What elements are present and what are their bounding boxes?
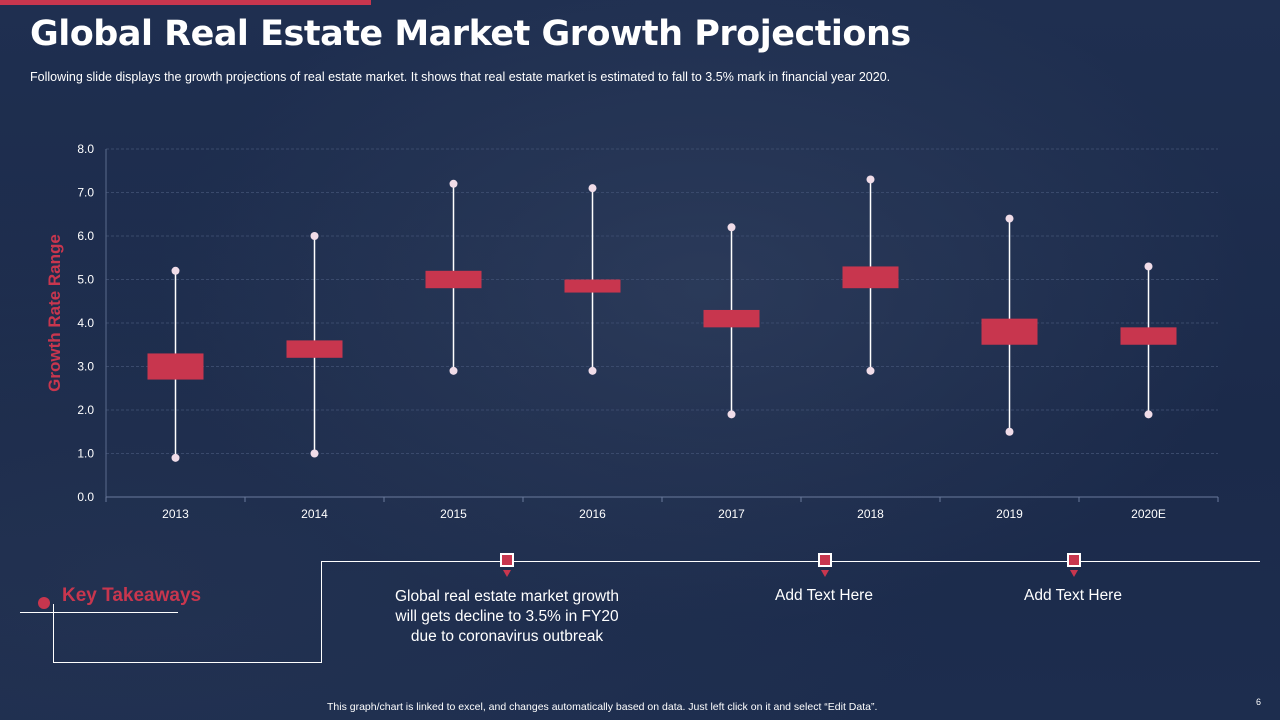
takeaway-line: will gets decline to 3.5% in FY20	[395, 608, 619, 625]
range-box	[703, 309, 760, 328]
y-tick-label: 7.0	[77, 186, 94, 200]
low-point	[866, 366, 875, 375]
y-tick-label: 6.0	[77, 229, 94, 243]
takeaway-bullet-icon	[38, 597, 50, 609]
takeaway-line: Add Text Here	[1024, 587, 1122, 604]
low-point	[449, 366, 458, 375]
x-tick-label: 2014	[301, 507, 328, 521]
low-point	[1144, 410, 1153, 419]
slide-title: Global Real Estate Market Growth Project…	[30, 14, 911, 54]
x-tick-label: 2013	[162, 507, 189, 521]
takeaway-text-2[interactable]: Add Text Here	[694, 586, 954, 606]
high-point	[1005, 214, 1014, 223]
x-tick-label: 2018	[857, 507, 884, 521]
x-tick-label: 2015	[440, 507, 467, 521]
y-axis-label: Growth Rate Range	[45, 234, 64, 392]
x-tick-label: 2016	[579, 507, 606, 521]
takeaway-line: Global real estate market growth	[395, 588, 619, 605]
marker-pointer-icon	[503, 570, 511, 577]
growth-range-chart[interactable]: 0.0 1.0 2.0 3.0 4.0 5.0 6.0 7.0 8.0 2013 2014 2015…	[0, 0, 1280, 540]
low-point	[727, 410, 736, 419]
takeaway-text-3[interactable]: Add Text Here	[943, 586, 1203, 606]
range-box	[842, 266, 899, 289]
takeaway-connector-bottom	[53, 662, 322, 663]
top-accent-bar	[0, 0, 371, 5]
y-tick-label: 4.0	[77, 316, 94, 330]
y-tick-label: 0.0	[77, 490, 94, 504]
y-tick-label: 5.0	[77, 273, 94, 287]
high-point	[310, 232, 319, 240]
y-tick-label: 3.0	[77, 360, 94, 374]
timeline-marker-icon	[500, 553, 514, 567]
range-box	[981, 318, 1038, 345]
takeaway-text-1: Global real estate market growth will ge…	[377, 587, 637, 647]
chart-marks	[147, 175, 1177, 462]
high-point	[171, 266, 180, 275]
marker-pointer-icon	[1070, 570, 1078, 577]
timeline-marker-icon	[818, 553, 832, 567]
range-box	[425, 270, 482, 289]
x-tick-label: 2017	[718, 507, 745, 521]
high-point	[588, 184, 597, 193]
takeaway-line: Add Text Here	[775, 587, 873, 604]
y-tick-labels: 0.0 1.0 2.0 3.0 4.0 5.0 6.0 7.0 8.0	[77, 142, 94, 504]
low-point	[171, 453, 180, 462]
takeaway-line: due to coronavirus outbreak	[410, 628, 604, 645]
y-tick-label: 2.0	[77, 403, 94, 417]
takeaway-connector-vertical-left	[53, 604, 54, 663]
slide-subtitle: Following slide displays the growth proj…	[30, 70, 891, 84]
low-point	[310, 449, 319, 458]
footer-note: This graph/chart is linked to excel, and…	[327, 701, 878, 713]
x-tick-labels: 2013 2014 2015 2016 2017 2018 2019 2020E	[162, 507, 1166, 521]
y-tick-label: 1.0	[77, 447, 94, 461]
takeaway-underline	[20, 612, 178, 613]
y-tick-label: 8.0	[77, 142, 94, 156]
marker-pointer-icon	[821, 570, 829, 577]
high-point	[866, 175, 875, 184]
grid-lines	[106, 148, 1218, 454]
range-box	[564, 279, 621, 293]
timeline-marker-icon	[1067, 553, 1081, 567]
high-point	[1144, 262, 1153, 271]
timeline-line	[321, 561, 1260, 562]
low-point	[1005, 427, 1014, 436]
low-point	[588, 366, 597, 375]
axes	[105, 149, 1219, 502]
x-tick-label: 2019	[996, 507, 1023, 521]
range-box	[286, 340, 343, 358]
range-box	[147, 353, 204, 380]
x-tick-label: 2020E	[1131, 507, 1166, 521]
high-point	[727, 223, 736, 232]
page-number: 6	[1256, 697, 1262, 707]
high-point	[449, 179, 458, 188]
takeaway-connector-vertical-right	[321, 561, 322, 663]
range-box	[1120, 327, 1177, 345]
key-takeaways-title: Key Takeaways	[62, 585, 202, 606]
